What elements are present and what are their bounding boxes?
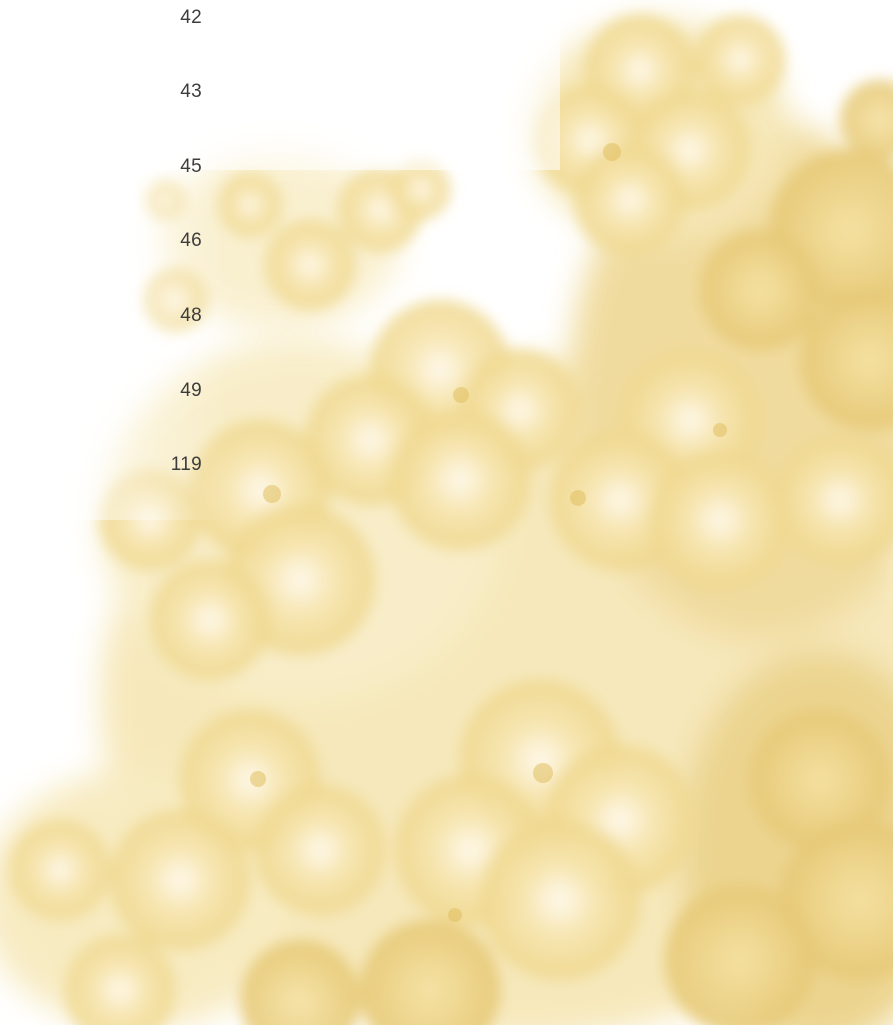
page-number[interactable]: 49 [180,380,202,401]
page-number[interactable]: 43 [180,81,202,102]
page-number[interactable]: 45 [180,156,202,177]
page-number[interactable]: 48 [180,305,202,326]
page-number-list: 42 43 45 46 48 49 119 [0,0,240,500]
page-number[interactable]: 46 [180,230,202,251]
page-number[interactable]: 119 [170,454,202,475]
page-number[interactable]: 42 [180,7,202,28]
